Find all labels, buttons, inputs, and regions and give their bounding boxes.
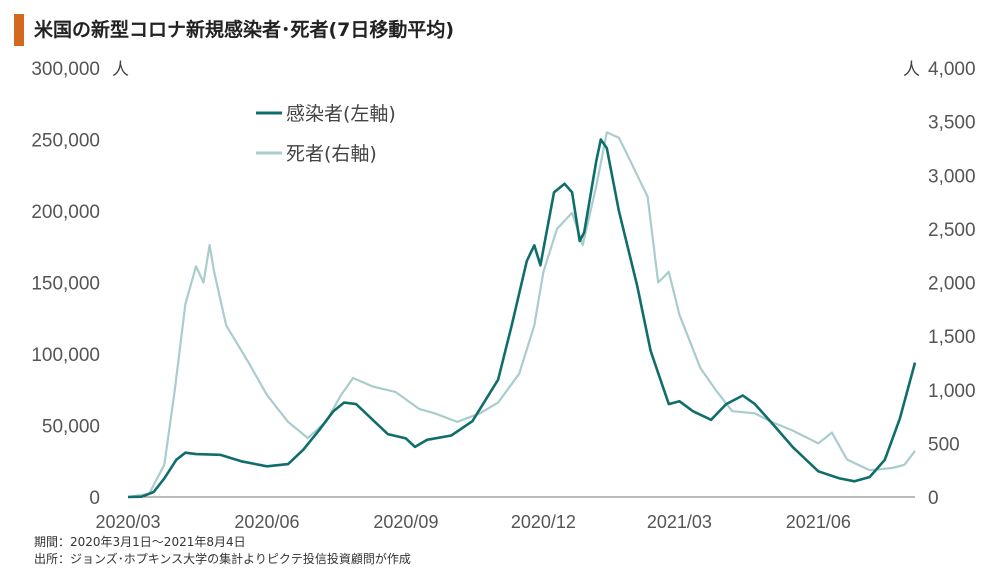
y-right-tick-label: 1,000	[928, 381, 976, 402]
y-right-tick-label: 3,500	[928, 113, 976, 134]
x-tick-label: 2020/06	[234, 512, 299, 532]
title-accent-bar	[14, 14, 24, 46]
y-right-tick-label: 2,500	[928, 220, 976, 241]
y-right-tick-label: 4,000	[928, 59, 976, 80]
y-right-tick-label: 0	[928, 488, 939, 509]
chart-title: 米国の新型コロナ新規感染者･死者(7日移動平均)	[34, 19, 455, 41]
x-tick-label: 2020/12	[511, 512, 576, 532]
x-tick-label: 2021/06	[786, 512, 851, 532]
x-tick-label: 2020/09	[373, 512, 438, 532]
source-note: 出所：ジョンズ･ホプキンス大学の集計よりピクテ投信投資顧問が作成	[34, 552, 411, 566]
y-right-tick-label: 500	[928, 434, 960, 455]
series-cases-line	[127, 138, 917, 499]
series-lines	[127, 131, 917, 499]
y-left-tick-label: 300,000	[31, 59, 100, 80]
period-note: 期間：2020年3月1日～2021年8月4日	[34, 535, 246, 549]
axes: 0 50,000 100,000 150,000 200,000 250,000 300,0…	[31, 59, 975, 532]
y-right-tick-label: 2,000	[928, 274, 976, 295]
x-tick-label: 2021/03	[647, 512, 712, 532]
legend-label: 感染者(左軸)	[286, 103, 396, 125]
legend-label: 死者(右軸)	[286, 143, 377, 165]
y-left-tick-label: 0	[89, 488, 100, 509]
legend: 感染者(左軸) 死者(右軸)	[256, 103, 396, 165]
y-left-tick-label: 200,000	[31, 202, 100, 223]
y-left-tick-label: 250,000	[31, 131, 100, 152]
x-tick-label: 2020/03	[95, 512, 160, 532]
y-left-tick-label: 50,000	[42, 417, 100, 438]
y-right-tick-label: 1,500	[928, 327, 976, 348]
y-right-tick-label: 3,000	[928, 166, 976, 187]
series-deaths-line	[127, 131, 916, 499]
y-left-unit: 人	[112, 60, 129, 80]
y-right-unit: 人	[903, 60, 920, 80]
y-left-tick-label: 150,000	[31, 274, 100, 295]
y-left-tick-label: 100,000	[31, 345, 100, 366]
